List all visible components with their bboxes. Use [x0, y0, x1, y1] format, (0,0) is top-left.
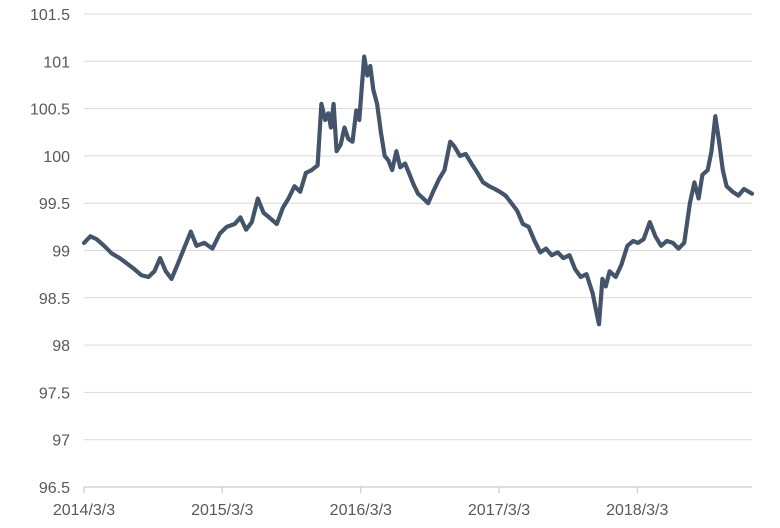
y-tick-label: 100	[43, 149, 70, 166]
x-tick-label: 2016/3/3	[330, 502, 392, 519]
x-tick-label: 2017/3/3	[468, 502, 530, 519]
y-tick-label: 97.5	[39, 385, 70, 402]
y-tick-label: 101	[43, 54, 70, 71]
x-axis-tick-labels: 2014/3/3 2015/3/3 2016/3/3 2017/3/3 2018/3/3	[53, 502, 669, 519]
x-tick-label: 2014/3/3	[53, 502, 115, 519]
y-tick-label: 98.5	[39, 291, 70, 308]
series-line	[81, 54, 755, 327]
y-axis-tick-labels: 96.5 97 97.5 98 98.5 99 99.5 100 100.5 101 101.5	[30, 7, 70, 497]
x-tick-label: 2015/3/3	[191, 502, 253, 519]
gridlines	[84, 13, 752, 441]
y-tick-label: 97	[52, 433, 70, 450]
y-tick-label: 99.5	[39, 196, 70, 213]
y-tick-label: 101.5	[30, 7, 70, 24]
y-tick-label: 100.5	[30, 102, 70, 119]
y-tick-label: 99	[52, 244, 70, 261]
x-axis	[83, 486, 752, 493]
y-tick-label: 96.5	[39, 480, 70, 497]
series-layer	[81, 54, 755, 327]
y-tick-label: 98	[52, 338, 70, 355]
x-tick-label: 2018/3/3	[606, 502, 668, 519]
